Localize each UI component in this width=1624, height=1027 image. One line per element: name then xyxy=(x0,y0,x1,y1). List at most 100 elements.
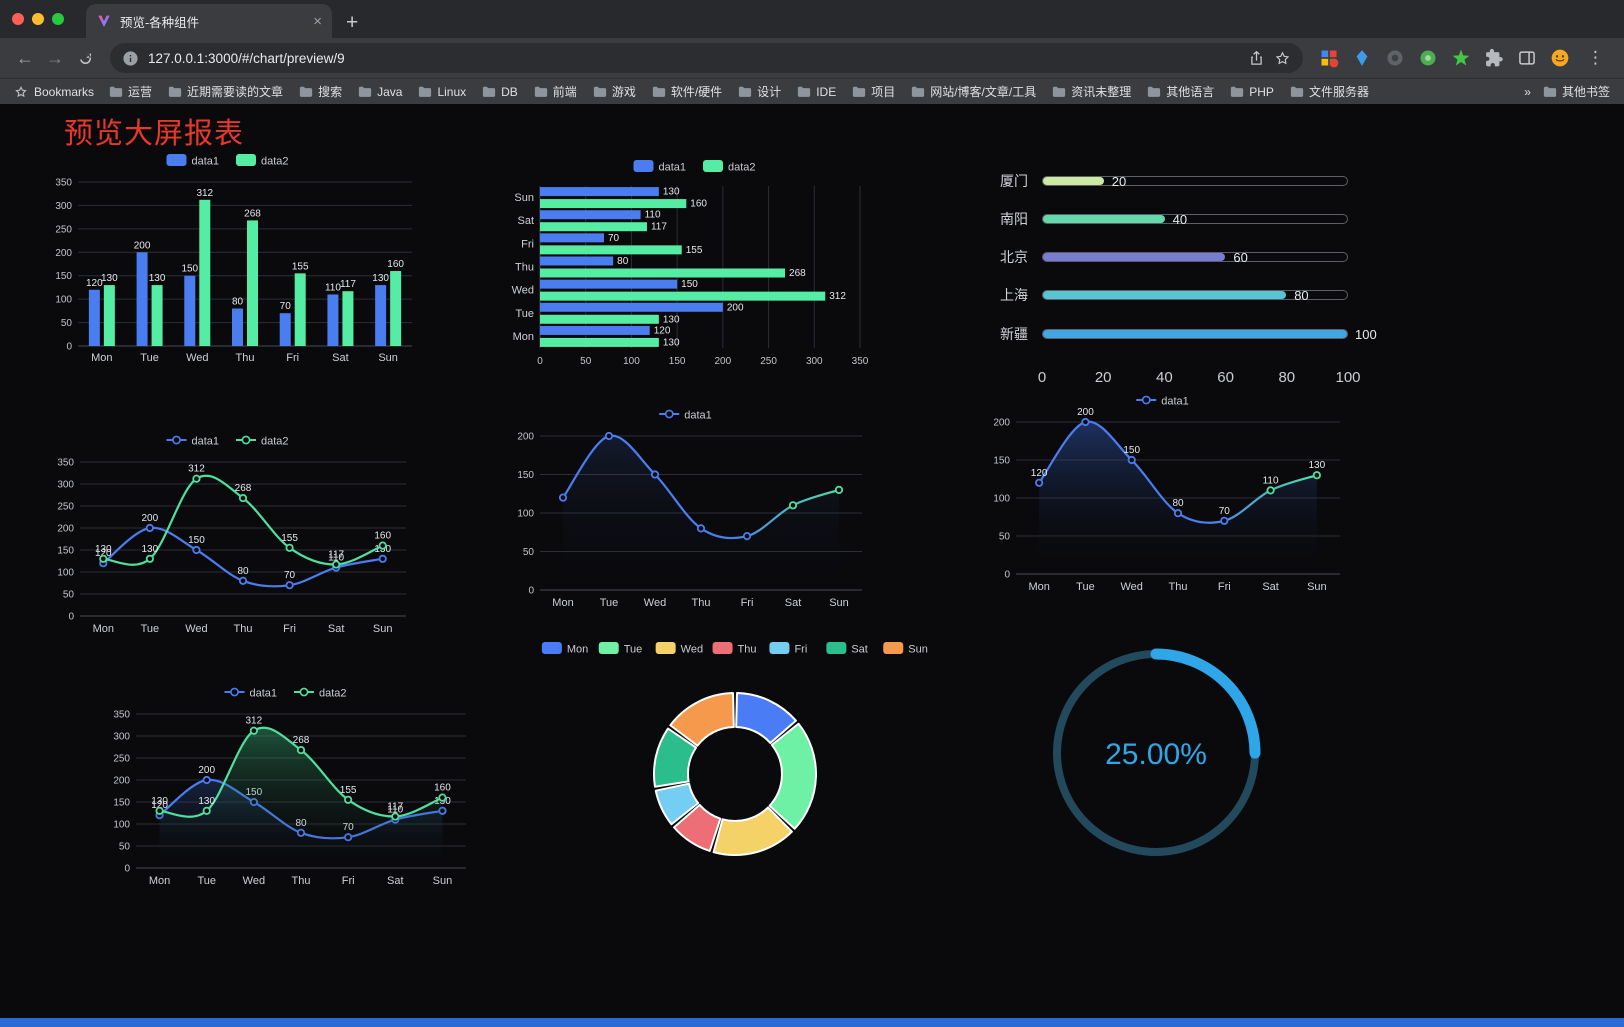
bookmark-folder[interactable]: 近期需要读的文章 xyxy=(168,83,283,100)
bookmark-folder[interactable]: 运营 xyxy=(109,83,152,100)
svg-text:130: 130 xyxy=(663,314,680,325)
reload-icon[interactable] xyxy=(72,45,98,71)
folder-icon xyxy=(739,86,752,97)
svg-text:data1: data1 xyxy=(684,410,712,422)
svg-text:Fri: Fri xyxy=(286,352,299,364)
svg-text:Thu: Thu xyxy=(738,644,757,656)
svg-text:data2: data2 xyxy=(261,156,289,168)
forward-icon[interactable]: → xyxy=(46,47,64,68)
extension-green-circle-icon[interactable] xyxy=(1418,48,1438,68)
progress-track: 80 xyxy=(1042,288,1348,303)
tab-close-icon[interactable]: × xyxy=(313,12,322,30)
side-panel-icon[interactable] xyxy=(1517,48,1537,68)
browser-tab[interactable]: 预览-各种组件 × xyxy=(86,4,332,38)
grouped-bar-chart[interactable]: 0 50 100 150 200 250 300 350 Mon 120 130 Tue 200 130 W… xyxy=(40,146,420,370)
url-text: 127.0.0.1:3000/#/chart/preview/9 xyxy=(148,50,345,66)
svg-text:130: 130 xyxy=(149,273,166,284)
svg-text:268: 268 xyxy=(789,268,806,279)
svg-text:Sun: Sun xyxy=(433,875,453,887)
horizontal-bar-chart[interactable]: 0 50 100 150 200 250 300 350 Sun 130 160 Sat 110 117 F… xyxy=(500,152,894,374)
bookmark-folder[interactable]: IDE xyxy=(797,83,836,100)
svg-text:data1: data1 xyxy=(659,162,687,174)
bookmark-folder[interactable]: 软件/硬件 xyxy=(652,83,722,100)
folder-icon xyxy=(652,86,665,97)
bookmark-folder-label: 网站/博客/文章/工具 xyxy=(930,85,1037,99)
other-bookmarks[interactable]: 其他书签 xyxy=(1543,83,1610,100)
bookmark-folder-label: 文件服务器 xyxy=(1308,85,1369,99)
bookmark-folder-label: 运营 xyxy=(128,85,153,99)
svg-text:Sat: Sat xyxy=(387,875,404,887)
svg-text:200: 200 xyxy=(198,765,215,776)
svg-text:150: 150 xyxy=(517,470,534,481)
bookmark-star-icon[interactable] xyxy=(1274,50,1291,67)
menu-icon[interactable]: ⋮ xyxy=(1587,48,1604,67)
svg-text:300: 300 xyxy=(55,201,72,212)
svg-text:0: 0 xyxy=(537,356,543,367)
bookmark-folder[interactable]: 其他语言 xyxy=(1147,83,1214,100)
folder-icon xyxy=(1231,86,1244,97)
share-icon[interactable] xyxy=(1248,50,1265,67)
extension-blue-drop-icon[interactable] xyxy=(1352,48,1372,68)
bookmarks-overflow-icon[interactable]: » xyxy=(1524,84,1531,99)
svg-text:Tue: Tue xyxy=(1076,581,1095,593)
extension-green-star-icon[interactable] xyxy=(1451,48,1471,68)
svg-text:Wed: Wed xyxy=(644,597,666,609)
svg-text:Tue: Tue xyxy=(140,352,159,364)
svg-text:100: 100 xyxy=(113,820,130,831)
bookmark-folder[interactable]: 资讯未整理 xyxy=(1052,83,1131,100)
profile-avatar[interactable] xyxy=(1550,48,1570,68)
address-bar[interactable]: 127.0.0.1:3000/#/chart/preview/9 xyxy=(110,43,1303,73)
bookmark-folder[interactable]: 搜索 xyxy=(299,83,342,100)
bookmark-folder[interactable]: 网站/博客/文章/工具 xyxy=(911,83,1036,100)
svg-text:50: 50 xyxy=(119,842,131,853)
svg-text:110: 110 xyxy=(325,282,341,293)
svg-text:Fri: Fri xyxy=(521,238,534,250)
bookmark-folder[interactable]: 游戏 xyxy=(593,83,636,100)
svg-text:117: 117 xyxy=(340,279,356,290)
bookmark-folder[interactable]: 前端 xyxy=(534,83,577,100)
svg-text:160: 160 xyxy=(387,259,404,270)
city-progress-chart[interactable]: 厦门 20 南阳 40 北京 60 上海 80 新疆 100 0 20 40 60 80 100 xyxy=(1000,158,1377,398)
donut-chart[interactable]: Mon Tue Wed Thu Fri Sat Sun xyxy=(540,634,930,886)
close-window-button[interactable] xyxy=(12,13,24,25)
site-info-icon[interactable] xyxy=(122,50,139,67)
bookmark-folder[interactable]: 项目 xyxy=(852,83,895,100)
progress-label: 南阳 xyxy=(1000,211,1028,228)
svg-text:120: 120 xyxy=(95,548,112,559)
progress-value: 20 xyxy=(1111,174,1127,190)
dual-line-chart[interactable]: 0 50 100 150 200 250 300 350 Mon Tue Wed Thu Fri Sat S… xyxy=(42,426,418,644)
bookmark-folder[interactable]: 文件服务器 xyxy=(1290,83,1369,100)
bookmark-folder[interactable]: Java xyxy=(358,83,402,100)
svg-text:155: 155 xyxy=(281,533,298,544)
gauge-chart[interactable]: 25.00% xyxy=(1048,644,1264,862)
svg-text:Mon: Mon xyxy=(513,331,534,343)
bookmark-folder[interactable]: DB xyxy=(482,83,518,100)
bookmark-folder[interactable]: PHP xyxy=(1230,83,1274,100)
bookmark-folder-label: Java xyxy=(377,84,403,99)
svg-text:300: 300 xyxy=(113,732,130,743)
svg-text:300: 300 xyxy=(57,480,74,491)
new-tab-button[interactable]: + xyxy=(346,11,359,34)
svg-text:Tue: Tue xyxy=(197,875,216,887)
svg-text:150: 150 xyxy=(57,546,74,557)
svg-text:Wed: Wed xyxy=(185,623,207,635)
extension-dark-circle-icon[interactable] xyxy=(1385,48,1405,68)
zoom-window-button[interactable] xyxy=(52,13,64,25)
single-line-chart[interactable]: 0 50 100 150 200 Mon Tue Wed Thu Fri Sat Sun data1 xyxy=(502,400,874,618)
svg-text:160: 160 xyxy=(374,531,391,542)
progress-row: 北京 60 xyxy=(1000,238,1352,276)
folder-icon xyxy=(593,86,606,97)
progress-track: 40 xyxy=(1042,212,1348,227)
svg-text:Fri: Fri xyxy=(283,623,296,635)
back-icon[interactable]: ← xyxy=(16,47,34,68)
minimize-window-button[interactable] xyxy=(32,13,44,25)
bookmark-folder[interactable]: Linux xyxy=(418,83,466,100)
extensions-puzzle-icon[interactable] xyxy=(1484,48,1504,68)
bookmarks-app[interactable]: Bookmarks xyxy=(14,85,94,99)
svg-text:70: 70 xyxy=(608,233,620,244)
bookmark-folder[interactable]: 设计 xyxy=(738,83,781,100)
axis-tick-label: 20 xyxy=(1094,368,1112,386)
extension-grid-icon[interactable] xyxy=(1319,48,1339,68)
dual-line-area-chart[interactable]: 0 50 100 150 200 250 300 350 Mon Tue Wed Thu Fri Sat S… xyxy=(98,678,478,896)
area-line-chart[interactable]: 0 50 100 150 200 Mon Tue Wed Thu Fri Sat Sun 120 200 1… xyxy=(978,386,1352,602)
